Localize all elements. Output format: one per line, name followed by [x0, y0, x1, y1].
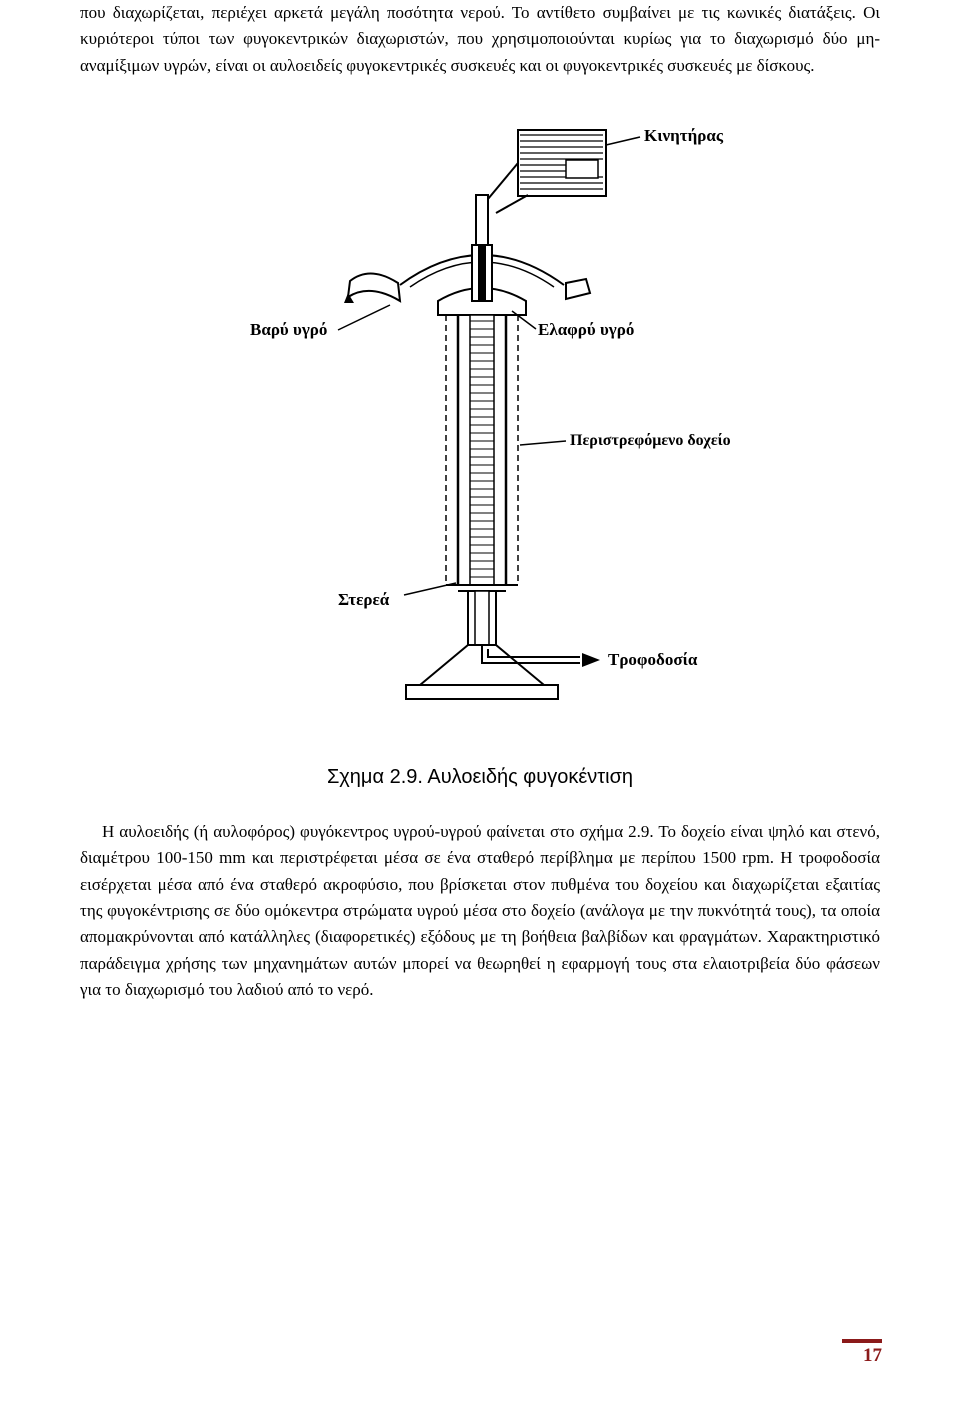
label-rotating-vessel: Περιστρεφόμενο δοχείο: [570, 432, 731, 449]
label-heavy-liquid: Βαρύ υγρό: [250, 320, 327, 339]
label-light-liquid: Ελαφρύ υγρό: [538, 320, 634, 339]
outlet-head: [344, 245, 590, 315]
page-number: 17: [842, 1345, 882, 1367]
figure-container: Κινητήρας: [80, 115, 880, 789]
document-page: που διαχωρίζεται, περιέχει αρκετά μεγάλη…: [0, 0, 960, 1003]
label-feed: Τροφοδοσία: [608, 650, 698, 669]
figure-caption: Σχημα 2.9. Αυλοειδής φυγοκέντιση: [220, 766, 740, 789]
paragraph-2: Η αυλοειδής (ή αυλοφόρος) φυγόκεντρος υγ…: [80, 819, 880, 1003]
label-motor: Κινητήρας: [644, 126, 724, 145]
centrifuge-diagram: Κινητήρας: [220, 115, 740, 789]
page-number-bar: [842, 1339, 882, 1343]
label-solids: Στερεά: [338, 590, 390, 609]
rotating-vessel-icon: [446, 315, 518, 591]
motor-icon: [518, 130, 640, 196]
page-number-box: 17: [842, 1339, 882, 1369]
paragraph-1: που διαχωρίζεται, περιέχει αρκετά μεγάλη…: [80, 0, 880, 79]
